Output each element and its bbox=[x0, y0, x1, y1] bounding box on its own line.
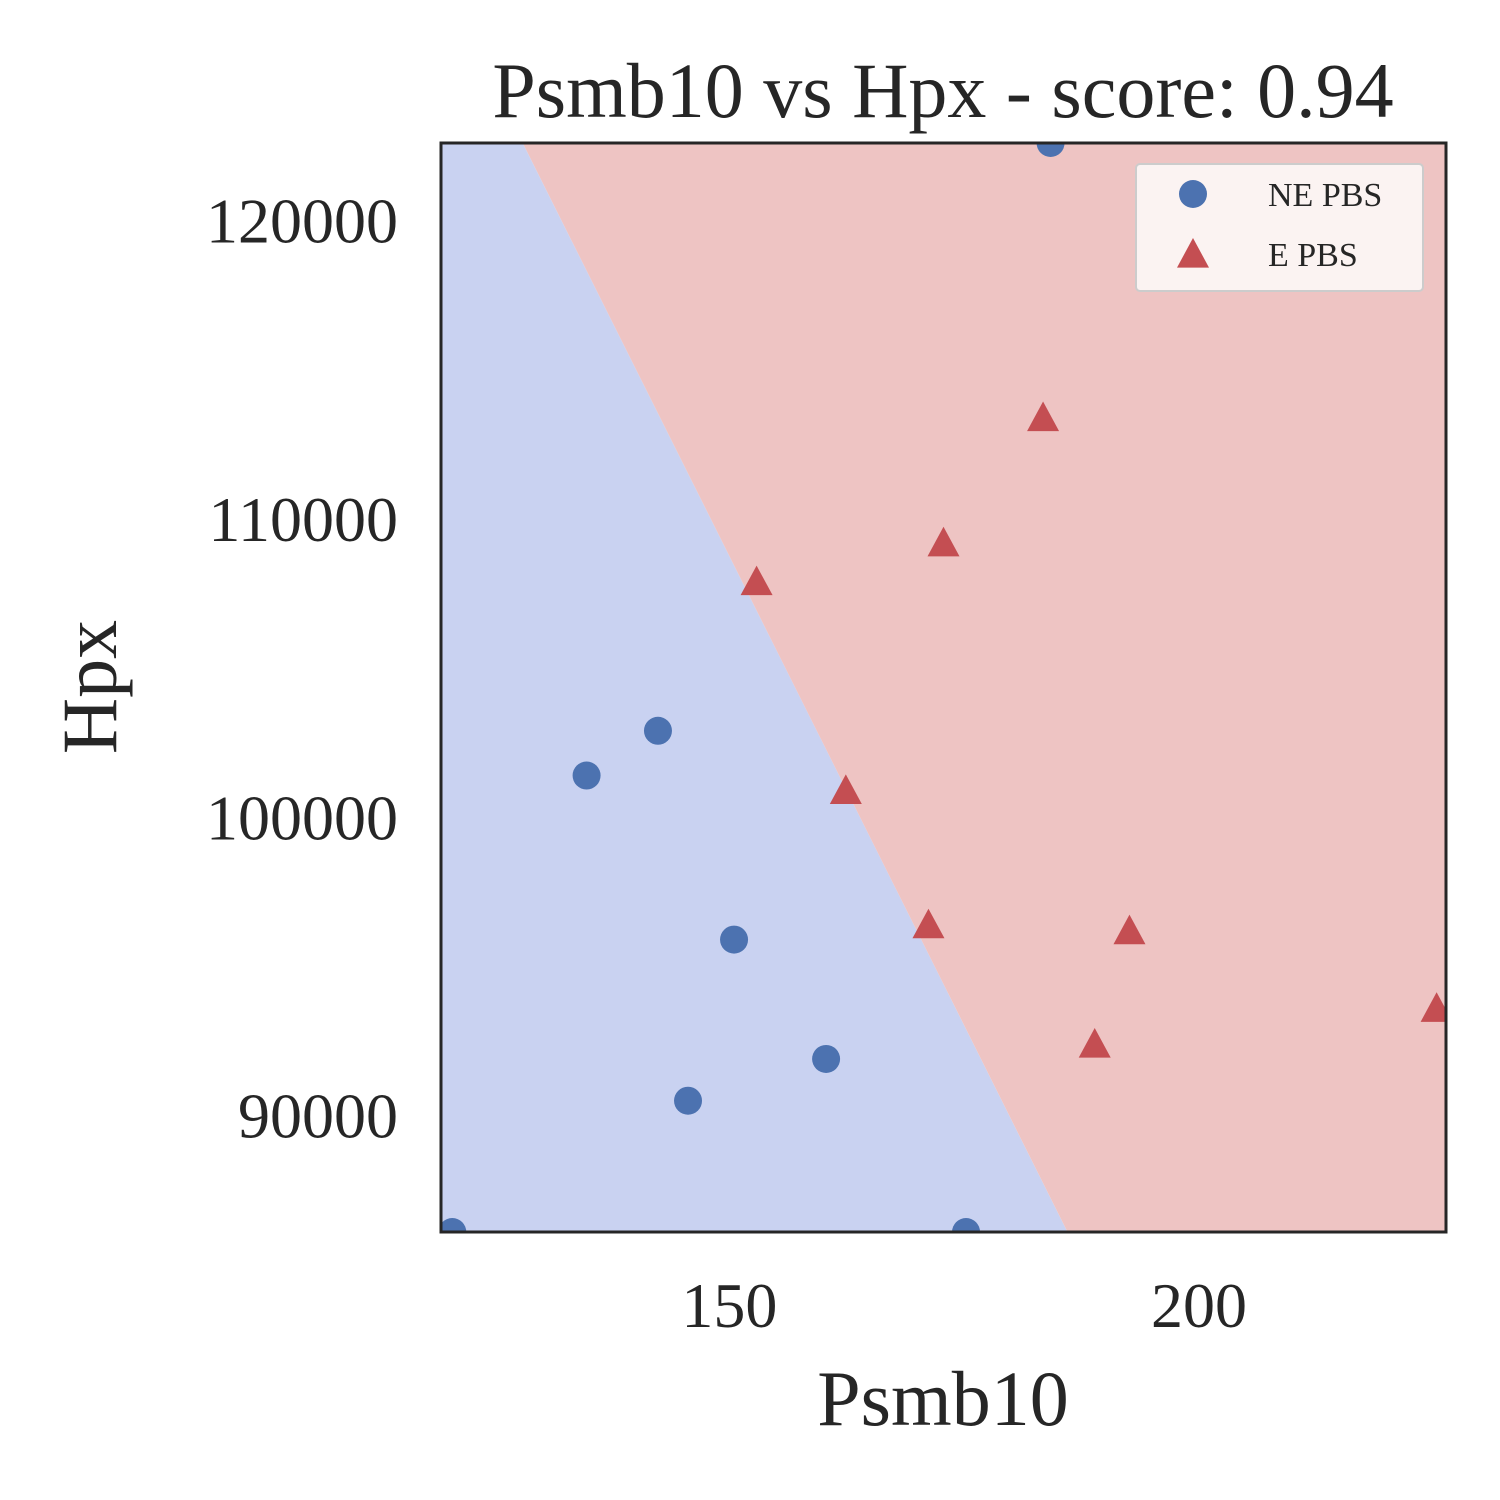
data-point-e-pbs bbox=[740, 565, 773, 596]
data-point-ne-pbs bbox=[720, 925, 749, 954]
data-point-e-pbs bbox=[912, 908, 945, 939]
y-tick-label: 110000 bbox=[208, 484, 398, 555]
x-tick-label: 200 bbox=[1151, 1270, 1247, 1341]
data-point-ne-pbs bbox=[1036, 143, 1065, 157]
data-point-e-pbs bbox=[829, 774, 862, 805]
plot-area bbox=[441, 143, 1446, 1232]
data-point-ne-pbs bbox=[441, 1218, 467, 1232]
data-point-ne-pbs bbox=[812, 1044, 841, 1073]
x-tick-label: 150 bbox=[681, 1270, 777, 1341]
legend-box bbox=[1135, 163, 1424, 292]
legend-marker-e-pbs bbox=[1177, 238, 1209, 268]
axes-frame bbox=[439, 141, 1448, 1234]
y-tick-label: 120000 bbox=[206, 186, 398, 257]
chart-title: Psmb10 vs Hpx - score: 0.94 bbox=[492, 47, 1393, 134]
region-ne-pbs bbox=[441, 143, 1068, 1232]
y-axis-label: Hpx bbox=[46, 620, 133, 754]
data-point-e-pbs bbox=[1420, 992, 1446, 1022]
data-point-e-pbs bbox=[1113, 914, 1146, 945]
data-points bbox=[441, 143, 1446, 1232]
data-point-e-pbs bbox=[927, 526, 960, 557]
data-point-ne-pbs bbox=[674, 1086, 703, 1115]
legend: NE PBS E PBS bbox=[1135, 163, 1424, 292]
data-point-ne-pbs bbox=[643, 716, 672, 745]
y-axis-ticks: 90000 100000 110000 120000 bbox=[206, 186, 398, 1152]
x-axis-ticks: 150 200 bbox=[681, 1270, 1247, 1341]
data-point-ne-pbs bbox=[952, 1218, 981, 1232]
data-point-e-pbs bbox=[1078, 1028, 1111, 1058]
legend-marker-ne-pbs bbox=[1179, 180, 1207, 208]
y-tick-label: 100000 bbox=[206, 782, 398, 853]
region-e-pbs bbox=[522, 143, 1446, 1232]
x-axis-label: Psmb10 bbox=[817, 1355, 1068, 1442]
legend-label: NE PBS bbox=[1268, 177, 1382, 214]
y-tick-label: 90000 bbox=[238, 1081, 398, 1152]
data-point-e-pbs bbox=[1027, 401, 1060, 432]
legend-label: E PBS bbox=[1268, 237, 1358, 274]
data-point-ne-pbs bbox=[572, 761, 601, 790]
